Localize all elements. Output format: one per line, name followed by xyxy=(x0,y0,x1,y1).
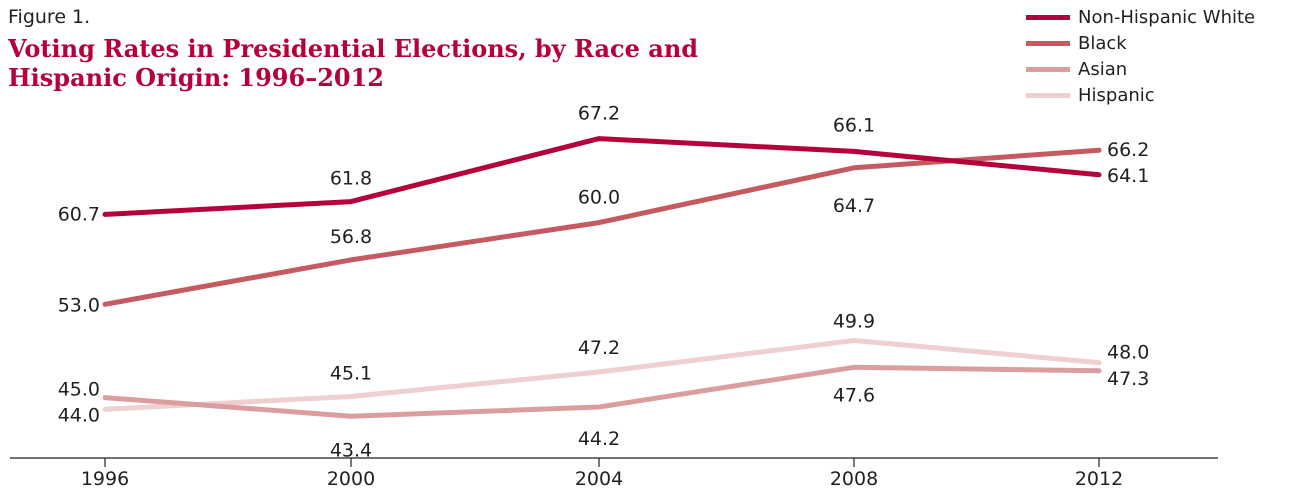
series-line-non-hispanic-white xyxy=(102,136,1102,217)
x-tick-label-1996: 1996 xyxy=(81,468,129,488)
chart-title: Voting Rates in Presidential Elections, … xyxy=(8,34,808,92)
legend-item-hispanic: Hispanic xyxy=(1026,82,1255,108)
series-line-black xyxy=(102,147,1102,307)
x-tick-label-2008: 2008 xyxy=(830,468,878,488)
data-label-asian-2008: 47.6 xyxy=(833,384,875,406)
figure-label: Figure 1. xyxy=(8,6,91,28)
data-label-asian-2012: 47.3 xyxy=(1107,368,1149,390)
legend-item-black: Black xyxy=(1026,30,1255,56)
x-tick-label-2004: 2004 xyxy=(575,468,623,488)
data-label-black-2012: 66.2 xyxy=(1107,139,1149,161)
data-label-hispanic-2012: 48.0 xyxy=(1107,342,1149,364)
data-label-asian-2004: 44.2 xyxy=(578,428,620,450)
x-tick-label-2000: 2000 xyxy=(327,468,375,488)
legend-item-asian: Asian xyxy=(1026,56,1255,82)
data-label-hispanic-2004: 47.2 xyxy=(578,337,620,359)
legend-label-asian: Asian xyxy=(1078,58,1128,80)
data-label-black-2004: 60.0 xyxy=(578,187,620,209)
data-label-asian-2000: 43.4 xyxy=(330,439,372,461)
data-label-hispanic-2000: 45.1 xyxy=(330,363,372,385)
legend-swatch-hispanic xyxy=(1026,92,1070,98)
data-label-black-2000: 56.8 xyxy=(330,226,372,248)
legend-label-non-hispanic-white: Non-Hispanic White xyxy=(1078,6,1256,28)
chart-title-line-1: Voting Rates in Presidential Elections, … xyxy=(8,34,699,63)
data-label-hispanic-2008: 49.9 xyxy=(833,311,875,333)
data-label-black-1996: 53.0 xyxy=(58,294,100,316)
data-label-non-hispanic-white-2000: 61.8 xyxy=(330,168,372,190)
series-lines xyxy=(102,136,1102,419)
data-label-non-hispanic-white-2008: 66.1 xyxy=(833,114,875,136)
legend-label-black: Black xyxy=(1078,32,1127,54)
data-label-non-hispanic-white-2004: 67.2 xyxy=(578,103,620,125)
legend-item-non-hispanic-white: Non-Hispanic White xyxy=(1026,4,1255,30)
legend-label-hispanic: Hispanic xyxy=(1078,84,1155,106)
legend-swatch-black xyxy=(1026,40,1070,46)
point-labels: 60.7 61.8 67.2 66.1 64.1 53.0 56.8 60.0 64.7 66.2… xyxy=(58,103,1150,462)
data-label-hispanic-1996: 44.0 xyxy=(58,404,100,426)
legend-swatch-asian xyxy=(1026,66,1070,72)
series-line-hispanic xyxy=(102,338,1102,412)
x-tick-label-2012: 2012 xyxy=(1075,468,1123,488)
chart-title-line-2: Hispanic Origin: 1996–2012 xyxy=(8,63,384,92)
data-label-non-hispanic-white-2012: 64.1 xyxy=(1107,165,1149,187)
data-label-black-2008: 64.7 xyxy=(833,195,875,217)
data-label-asian-1996: 45.0 xyxy=(58,379,100,401)
legend: Non-Hispanic White Black Asian Hispanic xyxy=(1026,4,1255,108)
series-line-asian xyxy=(102,364,1102,419)
data-label-non-hispanic-white-1996: 60.7 xyxy=(58,203,100,225)
legend-swatch-non-hispanic-white xyxy=(1026,14,1070,20)
x-ticks: 1996 2000 2004 2008 2012 xyxy=(81,458,1123,488)
